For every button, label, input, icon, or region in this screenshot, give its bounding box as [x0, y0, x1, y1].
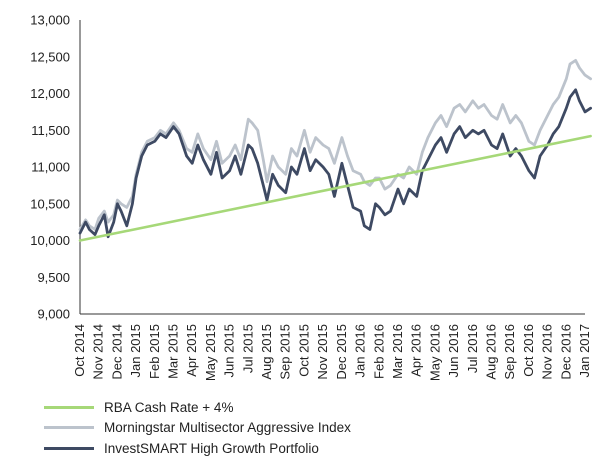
y-tick-label: 10,000: [30, 233, 70, 248]
y-tick-label: 9,500: [37, 270, 70, 285]
x-tick-label: Dec 2014: [109, 324, 124, 380]
y-tick-label: 12,000: [30, 86, 70, 101]
legend-item-investsmart: InvestSMART High Growth Portfolio: [44, 438, 351, 459]
legend-swatch-morningstar: [44, 426, 94, 430]
series-line-investsmart: [78, 88, 592, 239]
x-tick-label: May 2015: [203, 324, 218, 381]
x-tick-label: Sep 2015: [278, 324, 293, 380]
y-tick-label: 13,000: [30, 13, 70, 28]
x-tick-label: Aug 2015: [259, 324, 274, 380]
x-tick-label: Jul 2016: [465, 324, 480, 373]
legend-label-investsmart: InvestSMART High Growth Portfolio: [104, 440, 319, 456]
x-tick-label: Oct 2014: [72, 324, 87, 377]
x-tick-label: Dec 2015: [334, 324, 349, 380]
x-tick-label: Oct 2016: [521, 324, 536, 377]
x-tick-label: Mar 2016: [390, 324, 405, 379]
x-tick-label: Jul 2015: [240, 324, 255, 373]
x-tick-label: Dec 2016: [558, 324, 573, 380]
legend-label-morningstar: Morningstar Multisector Aggressive Index: [104, 420, 351, 436]
legend-swatch-investsmart: [44, 446, 94, 450]
x-tick-label: Nov 2014: [91, 324, 106, 380]
legend: RBA Cash Rate + 4% Morningstar Multisect…: [44, 397, 351, 459]
series-line-morningstar: [78, 59, 592, 231]
x-tick-label: Sep 2016: [502, 324, 517, 380]
x-tick-label: Nov 2016: [540, 324, 555, 380]
legend-swatch-rba: [44, 405, 94, 409]
x-tick-label: Mar 2015: [166, 324, 181, 379]
axes: [79, 20, 585, 315]
legend-item-rba: RBA Cash Rate + 4%: [44, 397, 351, 418]
x-tick-label: Jan 2017: [577, 324, 592, 378]
x-tick-labels: Oct 2014 Nov 2014 Dec 2014 Jan 2015 Feb 2015…: [72, 324, 592, 381]
x-tick-label: Nov 2015: [315, 324, 330, 380]
x-tick-label: Oct 2015: [296, 324, 311, 377]
x-tick-label: Jan 2016: [353, 324, 368, 378]
x-tick-label: Apr 2016: [409, 324, 424, 377]
y-tick-label: 9,000: [37, 307, 70, 322]
x-tick-label: Feb 2015: [147, 324, 162, 379]
x-tick-label: May 2016: [427, 324, 442, 381]
series-line-rba: [78, 134, 592, 242]
x-tick-label: Jun 2016: [446, 324, 461, 378]
y-tick-label: 11,500: [31, 123, 70, 138]
y-tick-label: 12,500: [30, 49, 70, 64]
x-tick-label: Aug 2016: [483, 324, 498, 380]
x-tick-label: Apr 2015: [184, 324, 199, 377]
x-tick-label: Jan 2015: [128, 324, 143, 378]
y-tick-label: 11,000: [31, 160, 70, 175]
y-tick-label: 10,500: [30, 196, 70, 211]
y-tick-labels: 9,000 9,500 10,000 10,500 11,000 11,500 12,000…: [30, 13, 70, 322]
x-tick-label: Feb 2016: [371, 324, 386, 379]
legend-label-rba: RBA Cash Rate + 4%: [104, 399, 234, 415]
legend-item-morningstar: Morningstar Multisector Aggressive Index: [44, 418, 351, 439]
x-tick-label: Jun 2015: [222, 324, 237, 378]
series-lines: [78, 59, 592, 242]
